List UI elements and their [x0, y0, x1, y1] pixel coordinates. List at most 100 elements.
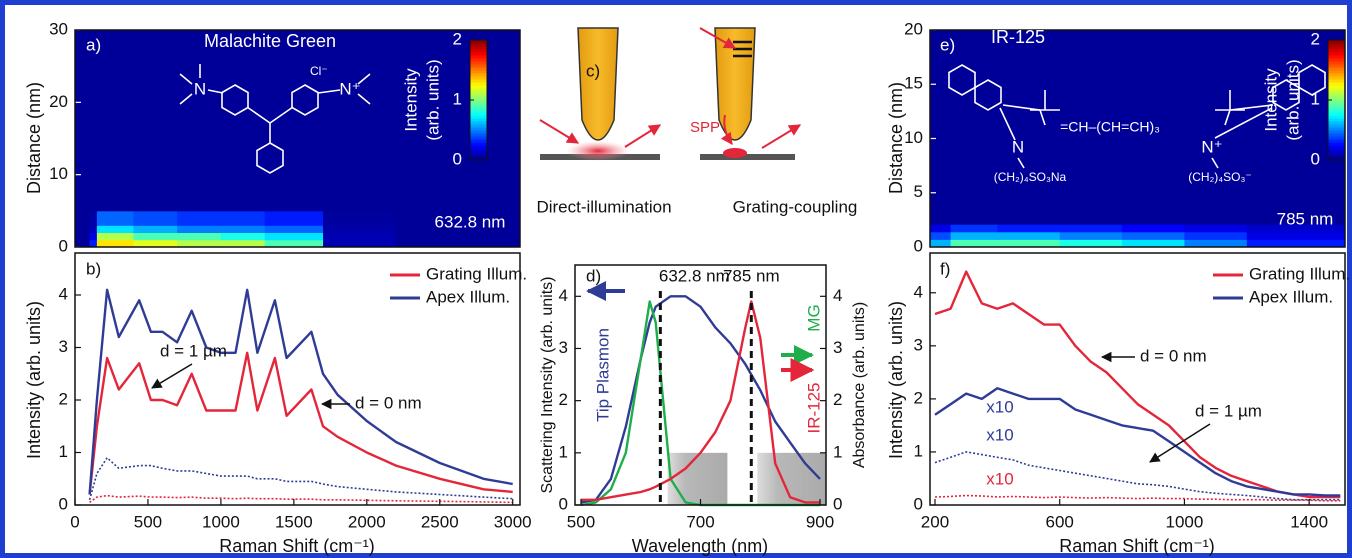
colorbar-segment [470, 67, 487, 71]
bond [357, 73, 371, 85]
colorbar-segment [470, 64, 487, 68]
heatmap-cell [1122, 231, 1185, 240]
structure-label: N [1012, 137, 1024, 156]
colorbar-label: (arb. units) [1283, 59, 1302, 140]
y-tick-label: 0 [59, 236, 68, 255]
colorbar-segment [1328, 142, 1345, 146]
colorbar-segment [1328, 97, 1345, 101]
heatmap-cell [950, 239, 998, 248]
heatmap-cell [323, 232, 397, 241]
colorbar-segment [1328, 67, 1345, 71]
colorbar-segment [470, 157, 487, 161]
panel-label: d) [586, 266, 601, 285]
heatmap-cell [177, 210, 222, 226]
plot-frame [929, 252, 1346, 506]
heatmap-cell [220, 232, 266, 241]
heatmap-cell [930, 30, 952, 225]
x-tick-label: 700 [686, 512, 714, 531]
arrow [539, 119, 580, 144]
colorbar-label: (arb. units) [423, 59, 442, 140]
plot-frame [929, 29, 1346, 248]
tip [577, 27, 619, 141]
plot-frame [574, 264, 827, 506]
colorbar-segment [470, 121, 487, 125]
compound-name: IR-125 [991, 27, 1045, 47]
colorbar-segment [1328, 64, 1345, 68]
heatmap-cell [133, 210, 178, 226]
bond [1224, 109, 1231, 126]
heatmap-cell [1246, 231, 1346, 240]
heatmap-cell [220, 225, 266, 234]
heatmap-cell [264, 210, 324, 226]
x-tick-label: 600 [1046, 512, 1074, 531]
colorbar-segment [1328, 109, 1345, 113]
bond [317, 89, 341, 94]
heatmap-cell [177, 30, 222, 212]
colorbar-segment [1328, 58, 1345, 62]
colorbar-segment [470, 40, 487, 44]
y-axis-label: Scattering Intensity (arb. units) [539, 277, 556, 494]
heatmap-cell [220, 30, 266, 212]
colorbar-segment [1328, 112, 1345, 116]
colorbar-segment [1328, 121, 1345, 125]
colorbar-segment [470, 82, 487, 86]
y2-tick-label: 1 [833, 442, 842, 461]
y-tick-label: 20 [904, 19, 923, 38]
colorbar-segment [470, 100, 487, 104]
panel-label: b) [86, 259, 101, 278]
heatmap-cell [930, 231, 952, 240]
y2-tick-label: 0 [833, 494, 842, 513]
heatmap-cell [96, 232, 134, 241]
grating [733, 40, 752, 58]
colorbar-segment [1328, 82, 1345, 86]
colorbar-segment [1328, 43, 1345, 47]
heatmap-cell [177, 239, 222, 248]
colorbar-tick-label: 1 [453, 89, 462, 108]
colorbar-segment [470, 46, 487, 50]
series-label: IR-125 [804, 382, 823, 433]
y-tick-label: 0 [914, 236, 923, 255]
x-tick-label: 2500 [421, 512, 459, 531]
annotation: x10 [986, 469, 1013, 488]
y-tick-label: 0 [914, 494, 923, 513]
heatmap-cell [89, 225, 98, 234]
annotation: x10 [986, 425, 1013, 444]
x-axis-label: Wavelength (nm) [632, 536, 768, 556]
colorbar-segment [470, 118, 487, 122]
heatmap-cell [96, 210, 134, 226]
colorbar-segment [470, 148, 487, 152]
substrate [700, 154, 795, 160]
x-tick-label: 2000 [348, 512, 386, 531]
colorbar-segment [470, 79, 487, 83]
heatmap-cell [177, 232, 222, 241]
y2-tick-label: 4 [833, 286, 842, 305]
heatmap-cell [1184, 239, 1248, 248]
colorbar-segment [470, 145, 487, 149]
colorbar-segment [1328, 70, 1345, 74]
y-tick-label: 0 [59, 494, 68, 513]
series-line [934, 387, 1341, 497]
panel-label: c) [586, 61, 600, 80]
heatmap-cell [395, 232, 521, 241]
bond [207, 89, 224, 94]
heatmap-cell [950, 231, 998, 240]
plot-frame [74, 29, 521, 248]
heatmap-cell [75, 210, 91, 226]
colorbar-segment [470, 109, 487, 113]
plot-frame [74, 252, 521, 506]
colorbar-segment [1328, 157, 1345, 161]
colorbar-segment [1328, 106, 1345, 110]
y-tick-label: 2 [914, 388, 923, 407]
ring [974, 79, 1002, 111]
y-tick-label: 0 [559, 494, 568, 513]
shaded-band [667, 452, 728, 505]
colorbar-segment [470, 127, 487, 131]
heatmap-cell [1246, 224, 1346, 233]
colorbar-tick-label: 2 [453, 29, 462, 48]
colorbar-segment [470, 43, 487, 47]
colorbar-segment [470, 106, 487, 110]
series-line [580, 295, 821, 504]
bond [1214, 107, 1273, 139]
